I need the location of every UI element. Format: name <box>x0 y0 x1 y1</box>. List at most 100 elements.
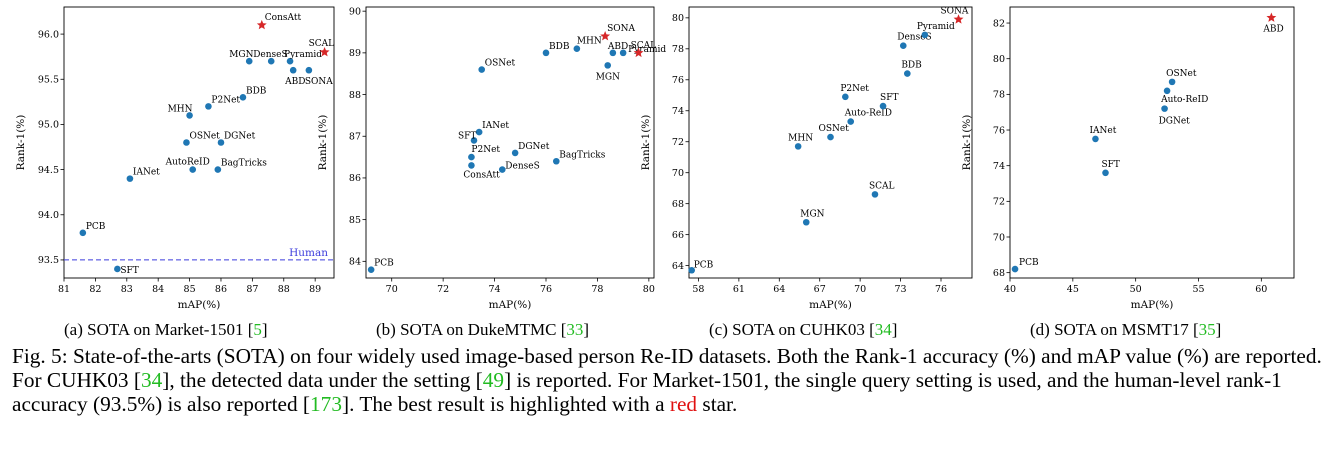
data-point <box>827 133 834 141</box>
point-label: BDB <box>549 42 570 52</box>
data-point <box>114 265 121 273</box>
point-label: P2Net <box>211 95 240 105</box>
panel-caption-c: (c) SOTA on CUHK03 [34] <box>709 320 897 340</box>
data-point <box>305 66 313 74</box>
point-label: MHN <box>168 104 193 114</box>
y-tick-label: 82 <box>993 18 1005 29</box>
data-point <box>478 66 486 73</box>
x-tick-label: 64 <box>773 284 785 295</box>
y-tick-label: 74 <box>672 106 684 117</box>
citation-link[interactable]: 35 <box>1198 320 1216 339</box>
x-tick-label: 70 <box>386 284 398 295</box>
data-point <box>542 49 550 57</box>
y-tick-label: 95.5 <box>38 75 59 86</box>
data-point <box>1163 87 1171 95</box>
figure-caption: Fig. 5: State-of-the-arts (SOTA) on four… <box>12 344 1327 416</box>
y-tick-label: 95.0 <box>38 120 59 131</box>
citation-link[interactable]: 49 <box>482 368 505 392</box>
point-label: OSNet <box>485 59 516 69</box>
data-point <box>468 153 475 161</box>
point-label: OSNet <box>189 132 220 142</box>
x-tick-label: 60 <box>1255 284 1267 295</box>
x-tick-label: 58 <box>692 284 704 295</box>
panel-caption-d: (d) SOTA on MSMT17 [35] <box>1030 320 1221 340</box>
point-label: SFT <box>458 131 476 141</box>
point-label: SONA <box>607 24 635 34</box>
x-tick-label: 67 <box>814 284 826 295</box>
best-result-star <box>600 30 611 41</box>
chart-panel-b: 70 72 74 76 78 80 84 85 86 87 88 89 90 mAP(%) Rank-1(%… <box>317 6 666 311</box>
data-point <box>847 118 855 125</box>
point-label: ABD <box>607 42 628 52</box>
x-tick-label: 76 <box>540 284 552 295</box>
y-tick-label: 80 <box>993 54 1005 65</box>
chart-panel-a: 81 82 83 84 85 86 87 88 89 93.5 94.0 94.5 95.0 95.5 96… <box>15 6 335 311</box>
x-tick-label: 81 <box>58 284 70 295</box>
point-label: BDB <box>246 86 267 96</box>
data-point <box>267 57 275 65</box>
point-label: SCAL <box>309 39 335 49</box>
point-label: MHN <box>577 37 602 47</box>
data-point <box>871 191 879 198</box>
data-point <box>286 57 294 65</box>
panel-caption-end: ] <box>891 320 898 339</box>
point-label: DGNet <box>518 142 550 152</box>
y-tick-label: 76 <box>993 125 1005 136</box>
point-label: BagTricks <box>221 159 267 169</box>
y-tick-label: 66 <box>672 230 684 241</box>
x-tick-label: 89 <box>309 284 321 295</box>
point-label: ConsAtt <box>265 13 302 23</box>
point-label: SFT <box>880 93 898 103</box>
data-point <box>511 149 519 157</box>
x-tick-label: 45 <box>1067 284 1079 295</box>
y-tick-label: 93.5 <box>38 255 59 266</box>
point-label: Auto-ReID <box>844 109 892 119</box>
point-label: MHN <box>788 133 813 143</box>
caption-text: ] is reported. For Market-1501, the sing… <box>12 368 1282 416</box>
data-point <box>1168 78 1176 86</box>
x-tick-label: 83 <box>121 284 133 295</box>
citation-link[interactable]: 34 <box>140 368 163 392</box>
citation-link[interactable]: 173 <box>310 392 342 416</box>
data-point <box>475 128 483 136</box>
data-point <box>879 102 887 110</box>
data-point <box>688 266 695 274</box>
point-label: OSNet <box>819 124 850 134</box>
point-label: AutoReID <box>165 158 210 168</box>
point-label: SONA <box>941 6 969 16</box>
data-point <box>186 112 193 119</box>
data-point <box>609 49 617 57</box>
citation-link[interactable]: 34 <box>874 320 892 339</box>
data-point <box>189 166 197 173</box>
plot-frame <box>1009 6 1295 279</box>
y-tick-label: 96.0 <box>38 29 59 40</box>
y-axis-label: Rank-1(%) <box>15 115 27 171</box>
point-label: MGN <box>800 209 824 219</box>
x-tick-label: 74 <box>489 284 501 295</box>
data-point <box>289 66 297 74</box>
chart-panel-c: 58 61 64 67 70 73 76 64 66 68 70 72 74 76 78 80 mAP(%) Ra… <box>640 6 973 311</box>
citation-link[interactable]: 5 <box>253 320 262 339</box>
charts-canvas: 81 82 83 84 85 86 87 88 89 93.5 94.0 94.5 95.0 95.5 96… <box>15 6 1295 311</box>
point-label: Auto-ReID <box>1160 95 1208 105</box>
best-result-star <box>256 19 267 30</box>
x-tick-label: 50 <box>1130 284 1142 295</box>
y-tick-label: 70 <box>672 168 684 179</box>
y-tick-label: 68 <box>993 268 1005 279</box>
y-tick-label: 76 <box>672 75 684 86</box>
y-tick-label: 88 <box>349 90 361 101</box>
x-tick-label: 86 <box>215 284 227 295</box>
point-label: DGNet <box>224 132 256 142</box>
x-axis-label: mAP(%) <box>1131 299 1174 311</box>
best-result-star <box>319 46 330 57</box>
point-label: DGNet <box>1159 117 1191 127</box>
point-label: DenseS <box>505 162 539 172</box>
point-label: DenseS <box>897 33 931 43</box>
human-line-label: Human <box>289 247 328 259</box>
x-tick-label: 84 <box>152 284 164 295</box>
best-result-star <box>633 47 644 58</box>
caption-text: Fig. 5: State-of-the-arts (SOTA) on four… <box>12 344 1322 392</box>
data-point <box>205 103 212 110</box>
citation-link[interactable]: 33 <box>566 320 584 339</box>
y-tick-label: 68 <box>672 199 684 210</box>
